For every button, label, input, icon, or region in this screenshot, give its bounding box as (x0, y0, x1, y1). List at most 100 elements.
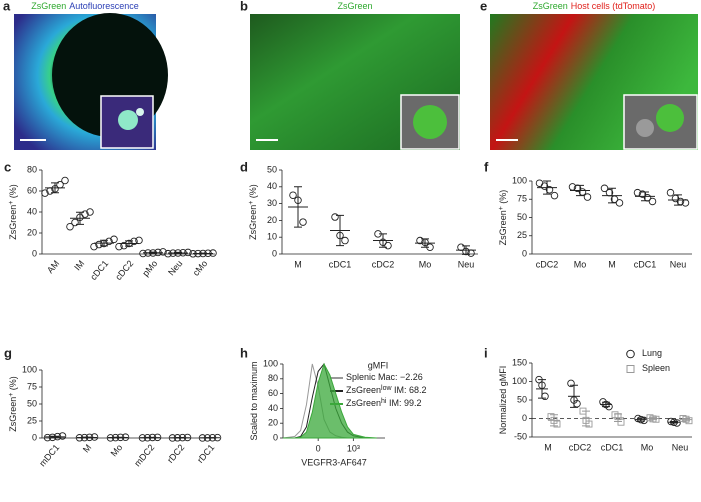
y-tick-label: 25 (27, 415, 37, 425)
x-tick-label: M (608, 259, 616, 269)
data-point (341, 236, 349, 245)
y-tick-label: 0 (522, 413, 527, 423)
x-tick-label: mDC2 (132, 442, 156, 468)
error-bar (125, 240, 133, 247)
data-point (535, 179, 544, 187)
y-axis-label-text: ZsGreen (498, 210, 508, 245)
error-bar (174, 251, 182, 254)
data-point (299, 218, 307, 226)
x-tick-label: cDC1 (329, 259, 352, 269)
legend-label: Lung (642, 348, 662, 358)
error-bar (614, 413, 622, 422)
x-tick-label: rDC2 (165, 442, 186, 465)
x-tick-label: cMo (191, 258, 210, 277)
data-point (550, 191, 559, 200)
data-point (583, 193, 592, 201)
error-bar (608, 187, 616, 204)
x-tick-label: Neu (670, 259, 687, 269)
x-tick-label: M (81, 442, 93, 454)
y-tick-label: 150 (512, 357, 527, 367)
y-tick-label: 40 (27, 206, 37, 216)
y-tick-label: 0 (522, 248, 527, 258)
x-tick-label: mDC1 (37, 442, 61, 468)
y-axis-label-sup: + (8, 201, 15, 205)
panel-letter: h (240, 345, 248, 360)
data-point (648, 197, 657, 206)
data-point (545, 186, 554, 194)
x-tick-label: 10³ (347, 443, 360, 453)
y-tick-label: 25 (517, 230, 527, 240)
x-tick-label: Mo (109, 442, 125, 458)
y-axis-label-sup: + (498, 206, 505, 210)
y-tick-label: 75 (517, 194, 527, 204)
image-title: ZsGreen (337, 1, 372, 11)
y-tick-label: 10 (267, 232, 277, 242)
y-tick-label: 60 (27, 185, 37, 195)
image-title-part: ZsGreen (337, 1, 372, 11)
x-tick-label: cDC2 (536, 259, 559, 269)
y-tick-label: 0 (32, 432, 37, 442)
error-bar (100, 239, 108, 247)
panel-letter: d (240, 159, 248, 174)
data-point (164, 249, 172, 258)
x-tick-label: M (544, 442, 552, 452)
y-axis-label-text: Scaled to maximum (249, 361, 259, 440)
y-tick-label: 50 (517, 212, 527, 222)
error-bar (649, 416, 657, 421)
x-tick-label: cDC1 (601, 442, 624, 452)
image-a (14, 13, 168, 150)
x-tick-label: cDC1 (88, 258, 110, 282)
data-point (61, 176, 69, 185)
panel-letter: i (484, 345, 488, 360)
error-bar (538, 379, 546, 399)
x-tick-label: M (294, 259, 302, 269)
legend-label: Spleen (642, 363, 670, 373)
data-point (615, 199, 624, 207)
y-axis-label-text: ZsGreen (248, 205, 258, 240)
data-point (617, 418, 625, 426)
error-bar (83, 436, 91, 439)
error-bar (114, 436, 122, 439)
data-point (130, 237, 138, 246)
panel-letter: a (3, 0, 11, 13)
y-axis-label: ZsGreen+ (%) (248, 184, 259, 240)
error-bar (149, 251, 157, 254)
panel-letter: e (480, 0, 487, 13)
data-point (184, 248, 192, 257)
y-tick-label: 100 (512, 376, 527, 386)
error-bar (379, 233, 387, 248)
y-axis-label-text: Normalized gMFI (498, 366, 508, 435)
data-point (159, 248, 167, 256)
legend-label-text: ZsGreen (346, 385, 381, 395)
x-tick-label: cDC2 (372, 259, 395, 269)
y-tick-label: 0 (273, 432, 278, 442)
density-curve (283, 362, 377, 439)
y-axis-label: Scaled to maximum (249, 361, 259, 440)
y-axis-label-after: (%) (8, 184, 18, 201)
x-tick-label: IM (72, 258, 86, 272)
legend-label-text: Splenic Mac: −2.26 (346, 372, 423, 382)
x-tick-label: Neu (458, 259, 475, 269)
y-tick-label: 20 (27, 227, 37, 237)
data-point (105, 237, 113, 246)
data-point (540, 182, 549, 190)
y-axis-label-after: (%) (248, 184, 258, 201)
y-axis-label-sup: + (248, 201, 255, 205)
legend-label-sup: hi (381, 398, 387, 405)
y-tick-label: 40 (268, 403, 278, 413)
y-axis-label-sup: + (8, 393, 15, 397)
x-tick-label: pMo (140, 258, 159, 278)
y-axis-label-text: ZsGreen (8, 397, 18, 432)
y-axis-label: ZsGreen+ (%) (8, 376, 19, 432)
error-bar (576, 184, 584, 197)
legend-label-text: ZsGreen (346, 398, 381, 408)
y-tick-label: 80 (268, 373, 278, 383)
error-bar (602, 401, 610, 408)
x-tick-label: cDC2 (569, 442, 592, 452)
y-tick-label: 50 (517, 394, 527, 404)
y-tick-label: 100 (22, 364, 37, 374)
image-title-part: ZsGreen (31, 1, 66, 11)
legend-marker (626, 349, 635, 359)
y-tick-label: 50 (27, 398, 37, 408)
data-point (416, 236, 424, 245)
